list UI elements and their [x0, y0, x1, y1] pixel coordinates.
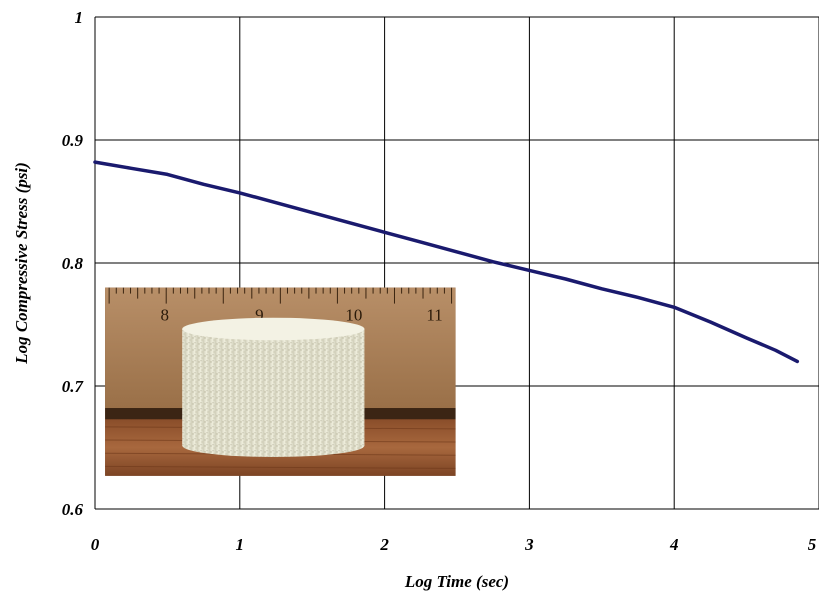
x-tick-labels: 0 1 2 3 4 5	[91, 535, 817, 554]
x-tick-label: 2	[379, 535, 389, 554]
ruler-number: 8	[160, 306, 169, 325]
ruler-number: 11	[426, 306, 442, 325]
ruler-number: 10	[345, 306, 362, 325]
grid-lines	[94, 16, 819, 510]
foam-cylinder-body	[182, 329, 365, 457]
x-tick-label: 1	[236, 535, 245, 554]
x-tick-label: 3	[524, 535, 534, 554]
foam-cylinder-top	[182, 317, 365, 341]
y-tick-label: 1	[75, 8, 84, 27]
x-tick-label: 5	[808, 535, 817, 554]
series-line-0	[93, 160, 800, 364]
series-layer	[93, 160, 800, 364]
y-tick-label: 0.6	[62, 500, 84, 519]
y-tick-label: 0.8	[62, 254, 84, 273]
y-tick-labels: 0.6 0.7 0.8 0.9 1	[62, 8, 85, 519]
y-tick-label: 0.9	[62, 131, 84, 150]
x-axis-label: Log Time (sec)	[404, 572, 509, 591]
y-tick-label: 0.7	[62, 377, 85, 396]
x-tick-label: 0	[91, 535, 100, 554]
wood-grain	[105, 465, 456, 469]
x-tick-label: 4	[669, 535, 679, 554]
y-axis-label: Log Compressive Stress (psi)	[12, 162, 31, 365]
ruler-number: 9	[255, 306, 264, 325]
inset-photo: 8 9 10 11	[105, 287, 456, 476]
